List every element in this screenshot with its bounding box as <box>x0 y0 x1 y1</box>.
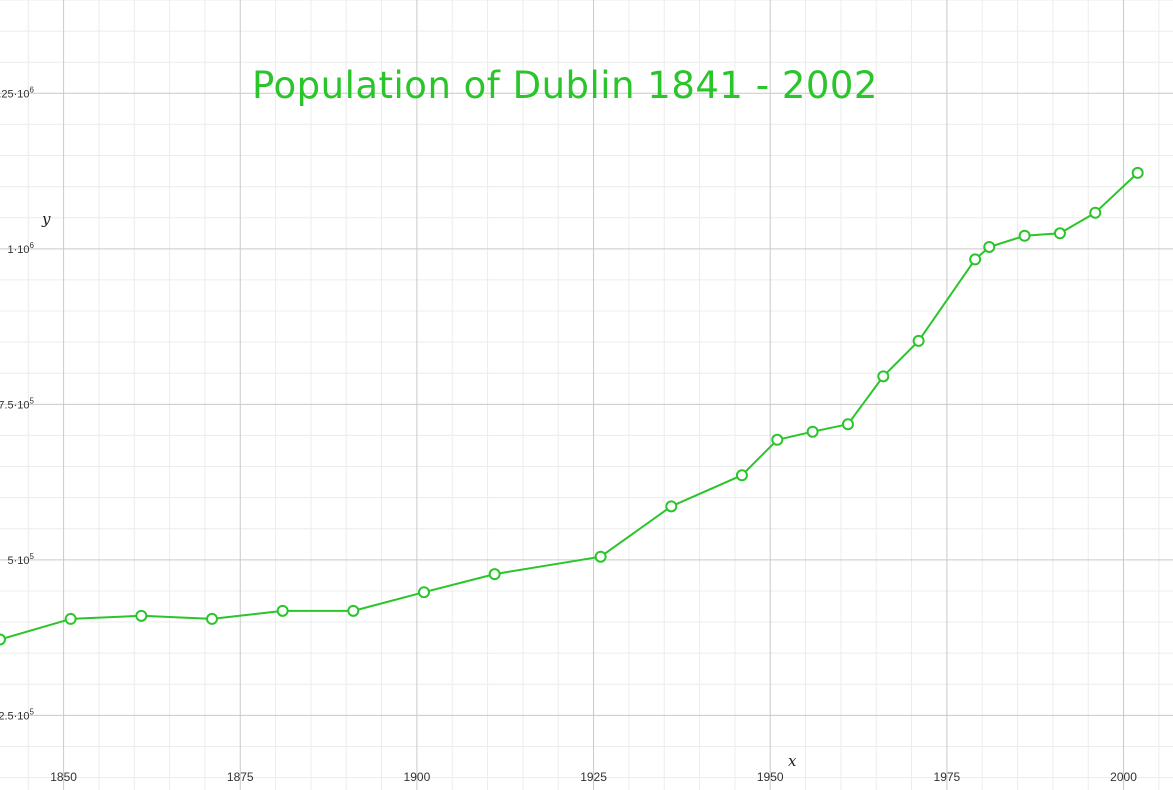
data-point[interactable] <box>1089 206 1102 219</box>
data-point[interactable] <box>594 550 607 563</box>
data-point[interactable] <box>417 586 430 599</box>
x-tick-label: 1925 <box>580 770 607 784</box>
data-point[interactable] <box>806 425 819 438</box>
data-point[interactable] <box>205 612 218 625</box>
data-point[interactable] <box>488 568 501 581</box>
x-tick-label: 2000 <box>1110 770 1137 784</box>
chart-title: Population of Dublin 1841 - 2002 <box>252 64 878 107</box>
data-point[interactable] <box>912 334 925 347</box>
x-tick-label: 1850 <box>50 770 77 784</box>
data-point[interactable] <box>665 500 678 513</box>
data-point[interactable] <box>1131 166 1144 179</box>
data-point[interactable] <box>1018 229 1031 242</box>
y-axis-label: y <box>41 210 51 228</box>
data-point[interactable] <box>276 604 289 617</box>
y-tick-labels: 2.5·105 5·105 7.5·105 1·106 1.25·106 <box>0 85 35 722</box>
y-tick-label: 1·106 <box>8 241 35 256</box>
y-tick-label: 2.5·105 <box>0 707 35 722</box>
data-point[interactable] <box>771 433 784 446</box>
series-layer <box>0 166 1144 646</box>
series-line <box>0 172 1139 641</box>
data-point[interactable] <box>969 253 982 266</box>
data-point[interactable] <box>64 612 77 625</box>
x-tick-label: 1900 <box>404 770 431 784</box>
data-point[interactable] <box>1053 227 1066 240</box>
data-point[interactable] <box>135 609 148 622</box>
data-point[interactable] <box>735 469 748 482</box>
data-point[interactable] <box>841 418 854 431</box>
data-point[interactable] <box>347 604 360 617</box>
x-tick-labels: 1850 1875 1900 1925 1950 1975 2000 <box>50 770 1137 784</box>
y-tick-label: 7.5·105 <box>0 396 35 411</box>
data-point[interactable] <box>983 240 996 253</box>
data-point[interactable] <box>0 633 6 646</box>
x-axis-label: x <box>788 752 797 770</box>
x-tick-label: 1975 <box>934 770 961 784</box>
data-point[interactable] <box>877 370 890 383</box>
x-tick-label: 1950 <box>757 770 784 784</box>
y-tick-label: 5·105 <box>8 552 35 567</box>
y-tick-label: 1.25·106 <box>0 85 35 100</box>
x-tick-label: 1875 <box>227 770 254 784</box>
